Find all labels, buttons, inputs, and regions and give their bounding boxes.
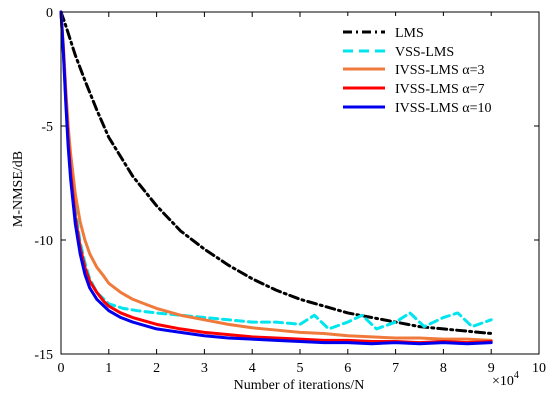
x-axis-multiplier-exponent: 4	[514, 370, 519, 381]
legend-label-lms: LMS	[395, 26, 424, 41]
legend-label-iv10: IVSS-LMS α=10	[395, 101, 492, 116]
series-line-4	[59, 10, 493, 346]
y-tick-label: -10	[34, 234, 53, 249]
tick-layer: 0 1 2 3 4 5 6 7 8 9 10 0 -5 -10 -15	[34, 6, 546, 376]
legend-label-vss: VSS-LMS	[395, 45, 454, 60]
x-tick-label: 1	[105, 361, 112, 376]
x-tick-label: 2	[153, 361, 160, 376]
x-tick-label: 6	[344, 361, 351, 376]
x-tick-label: 8	[440, 361, 447, 376]
x-tick-label: 0	[58, 361, 65, 376]
x-tick-label: 10	[532, 361, 546, 376]
x-tick-label: 3	[201, 361, 208, 376]
legend-label-iv7: IVSS-LMS α=7	[395, 82, 485, 97]
x-axis-multiplier: ×104	[492, 370, 519, 389]
y-tick-label: -15	[34, 348, 53, 363]
legend-label-iv3: IVSS-LMS α=3	[395, 63, 485, 78]
x-tick-label: 4	[249, 361, 256, 376]
y-tick-label: 0	[46, 6, 53, 21]
x-tick-label: 9	[488, 361, 495, 376]
series-line-2	[59, 10, 493, 342]
legend: LMS VSS-LMS IVSS-LMS α=3 IVSS-LMS α=7 IV…	[332, 16, 524, 122]
x-tick-label: 5	[297, 361, 304, 376]
y-axis-label: M-NMSE/dB	[11, 151, 26, 227]
x-axis-multiplier-base: ×10	[492, 374, 514, 389]
y-tick-label: -5	[41, 120, 53, 135]
series-layer	[59, 10, 493, 346]
series-line-0	[59, 10, 493, 335]
x-tick-label: 7	[392, 361, 399, 376]
x-axis-label: Number of iterations/N	[234, 378, 365, 393]
